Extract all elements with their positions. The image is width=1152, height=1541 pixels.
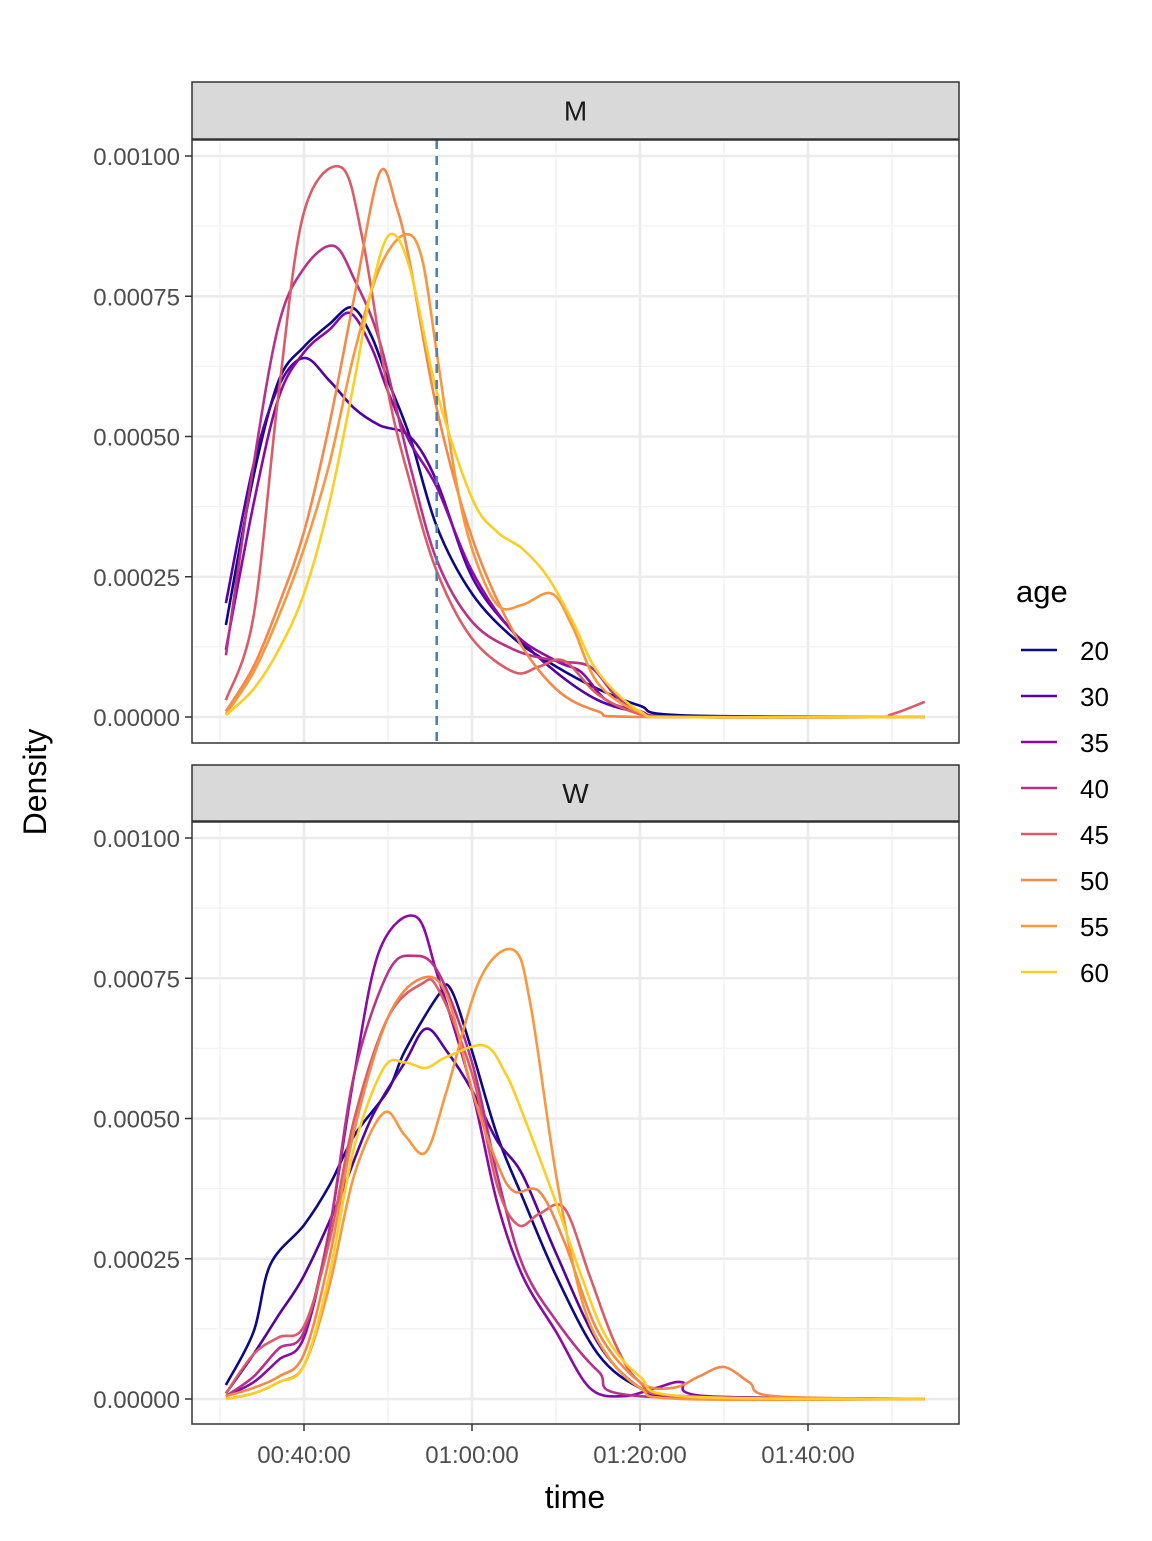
facet-strip-label: W: [562, 778, 589, 809]
facet-strip-label: M: [564, 96, 587, 127]
legend-label-age-55: 55: [1080, 912, 1109, 942]
y-tick-label: 0.00100: [93, 144, 180, 171]
panel-border: [191, 821, 960, 1425]
legend-label-age-35: 35: [1080, 728, 1109, 758]
x-tick-label: 00:40:00: [257, 1442, 350, 1469]
density-curve-age-60: [225, 232, 925, 719]
density-curve-age-50: [224, 168, 925, 719]
panel-border: [191, 139, 960, 744]
y-tick-label: 0.00025: [93, 565, 180, 592]
legend-label-age-45: 45: [1080, 820, 1109, 850]
x-tick-label: 01:40:00: [761, 1442, 854, 1469]
facet-strip: [191, 81, 960, 140]
density-curve-age-55: [224, 232, 925, 719]
density-curve-age-50: [225, 975, 925, 1401]
y-axis-title: Density: [17, 729, 53, 836]
y-tick-label: 0.00075: [93, 966, 180, 993]
y-tick-label: 0.00050: [93, 1107, 180, 1134]
y-tick-label: 0.00000: [93, 705, 180, 732]
density-curve-age-40: [225, 954, 925, 1401]
y-tick-label: 0.00025: [93, 1247, 180, 1274]
legend-label-age-40: 40: [1080, 774, 1109, 804]
y-tick-label: 0.00050: [93, 425, 180, 452]
plot-background: [192, 140, 959, 743]
legend: age 20 30 35 40 45 50 55 60: [1016, 574, 1109, 988]
y-tick-label: 0.00075: [93, 284, 180, 311]
legend-label-age-50: 50: [1080, 866, 1109, 896]
x-axis-title: time: [545, 1479, 605, 1515]
x-tick-label: 01:00:00: [425, 1442, 518, 1469]
legend-label-age-30: 30: [1080, 682, 1109, 712]
y-tick-label: 0.00000: [93, 1387, 180, 1414]
y-tick-label: 0.00100: [93, 826, 180, 853]
density-curve-age-60: [225, 1043, 925, 1401]
legend-label-age-60: 60: [1080, 958, 1109, 988]
x-tick-label: 01:20:00: [593, 1442, 686, 1469]
panel-m: M 0.00000 0.00025 0.00050 0.00075 0.00100: [93, 81, 960, 744]
panel-w: W 0.00000 0.00025 0.00050 0.00075 0.00100 00:4…: [93, 764, 960, 1469]
legend-title: age: [1016, 574, 1068, 609]
legend-label-age-20: 20: [1080, 636, 1109, 666]
plot-background: [192, 822, 959, 1424]
facet-strip: [191, 764, 960, 822]
